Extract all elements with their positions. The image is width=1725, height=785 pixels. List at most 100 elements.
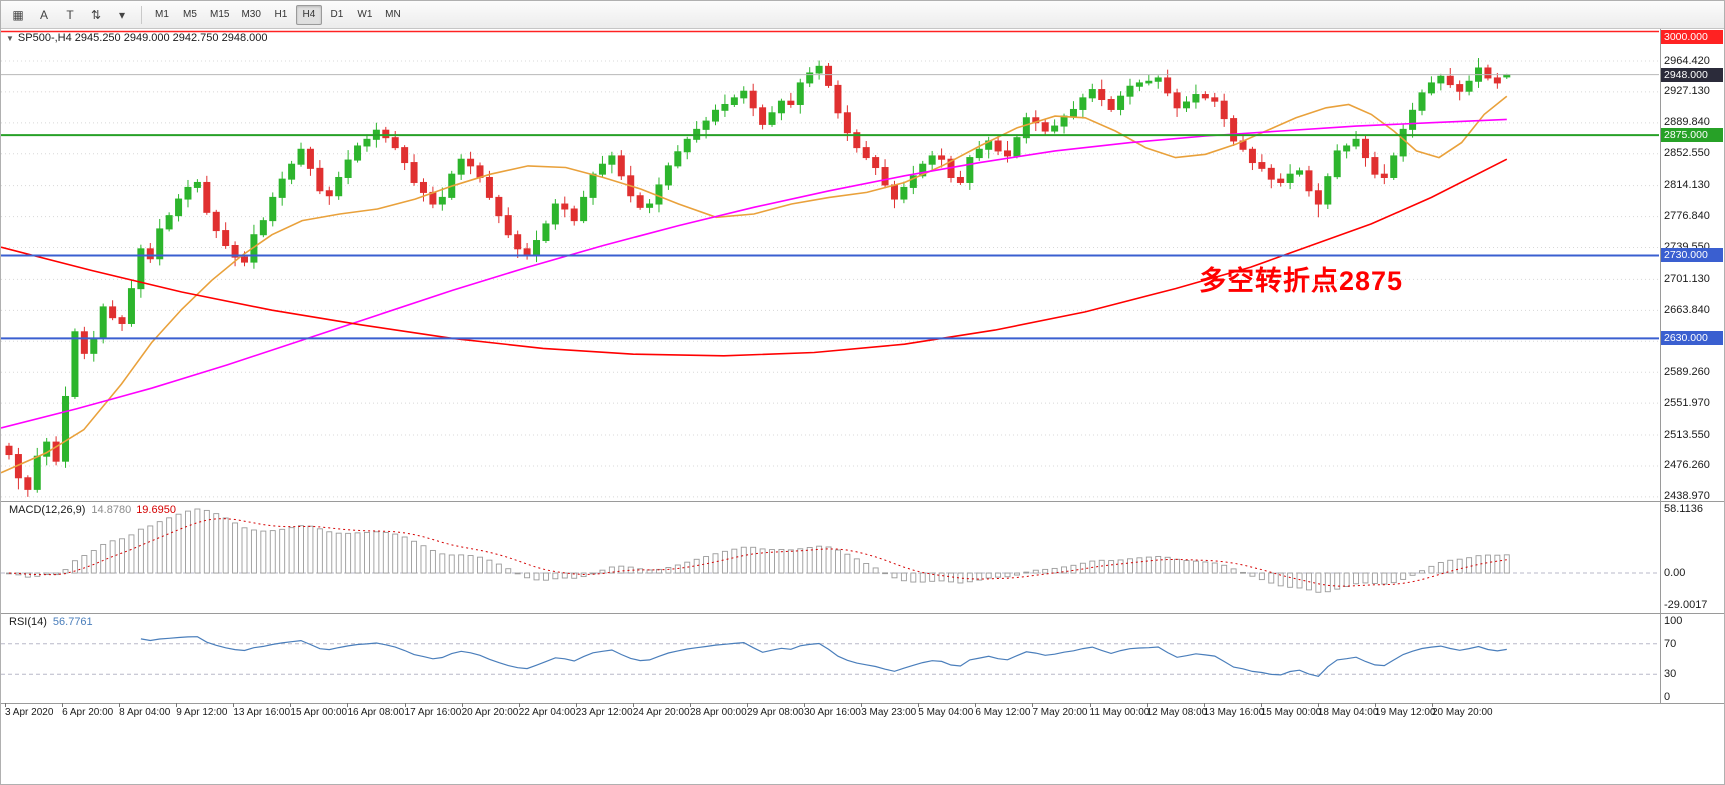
ma-slow-line xyxy=(1,158,1508,357)
time-tick xyxy=(918,703,920,707)
time-tick xyxy=(1089,703,1091,707)
toolbar-separator xyxy=(141,5,142,24)
price-axis-label: 2513.550 xyxy=(1664,428,1710,441)
time-tick xyxy=(632,703,634,707)
timeframe-m1[interactable]: M1 xyxy=(149,5,175,25)
time-axis-label: 22 Apr 04:00 xyxy=(518,707,576,718)
price-badge-level-2730: 2730.000 xyxy=(1661,248,1723,263)
price-badge-level-2630: 2630.000 xyxy=(1661,331,1723,346)
time-tick xyxy=(404,703,406,707)
time-axis-label: 11 May 00:00 xyxy=(1089,707,1150,718)
time-tick xyxy=(461,703,463,707)
chart-window-button[interactable]: ▦ xyxy=(6,4,30,26)
rsi-axis-label: 0 xyxy=(1664,691,1671,703)
price-axis-label: 2852.550 xyxy=(1664,147,1710,160)
time-axis-label: 19 May 12:00 xyxy=(1374,707,1436,718)
timeframe-mn[interactable]: MN xyxy=(380,5,406,25)
time-axis-label: 15 Apr 00:00 xyxy=(290,707,348,718)
macd-histogram xyxy=(6,508,1510,593)
timeframe-m5[interactable]: M5 xyxy=(177,5,203,25)
timeframe-w1[interactable]: W1 xyxy=(352,5,378,25)
main-chart-canvas[interactable] xyxy=(1,29,1661,501)
price-axis-label: 2814.130 xyxy=(1664,179,1710,192)
time-axis-label: 7 May 20:00 xyxy=(1032,707,1088,718)
rsi-line xyxy=(140,636,1507,677)
time-tick xyxy=(119,703,121,707)
chart-title: ▼ SP500-,H4 2945.250 2949.000 2942.750 29… xyxy=(6,32,267,44)
time-tick xyxy=(1203,703,1205,707)
macd-panel-canvas[interactable] xyxy=(1,501,1661,613)
price-axis-line xyxy=(1660,29,1661,703)
time-axis-label: 16 Apr 08:00 xyxy=(347,707,405,718)
time-axis-label: 24 Apr 20:00 xyxy=(632,707,690,718)
price-axis-label: 2964.420 xyxy=(1664,54,1710,67)
rsi-axis-label: 100 xyxy=(1664,615,1683,627)
time-axis-label: 8 Apr 04:00 xyxy=(119,707,171,718)
price-axis-label: 2927.130 xyxy=(1664,85,1710,98)
macd-axis-label: -29.0017 xyxy=(1664,599,1708,611)
rsi-value: 56.7761 xyxy=(52,616,93,628)
time-axis-label: 15 May 00:00 xyxy=(1260,707,1322,718)
ma-mid-line xyxy=(1,118,1507,429)
toolbar: ▦ A T ⇅ ▾ M1 M5 M15 M30 H1 H4 D1 W1 MN xyxy=(1,1,1724,29)
annotation-a-button[interactable]: A xyxy=(32,4,56,26)
time-tick xyxy=(1260,703,1262,707)
rsi-axis-label: 30 xyxy=(1664,668,1677,681)
annotation-t-button[interactable]: T xyxy=(58,4,82,26)
time-axis-label: 3 May 23:00 xyxy=(861,707,917,718)
time-tick xyxy=(1432,703,1433,707)
time-axis-label: 20 Apr 20:00 xyxy=(461,707,519,718)
time-axis-label: 29 Apr 08:00 xyxy=(747,707,804,718)
time-axis-label: 23 Apr 12:00 xyxy=(575,707,633,718)
tools-dropdown-button[interactable]: ▾ xyxy=(110,4,134,26)
time-axis-label: 13 May 16:00 xyxy=(1203,707,1265,718)
annotation-a-icon: A xyxy=(39,7,48,22)
tools-dropdown-icon: ▾ xyxy=(118,7,126,22)
time-tick xyxy=(1032,703,1034,707)
time-axis-label: 18 May 04:00 xyxy=(1317,707,1379,718)
price-axis-label: 2701.130 xyxy=(1664,272,1710,285)
timeframe-h1[interactable]: H1 xyxy=(268,5,294,25)
collapse-arrow-icon[interactable]: ▼ xyxy=(6,34,14,43)
chart-ohlc-title: SP500-,H4 2945.250 2949.000 2942.750 294… xyxy=(17,32,268,44)
time-tick xyxy=(176,703,178,707)
time-tick xyxy=(975,703,977,707)
rsi-panel-separator[interactable] xyxy=(1,613,1724,614)
price-badge-level-3000: 3000.000 xyxy=(1661,30,1723,44)
timeframe-d1[interactable]: D1 xyxy=(324,5,350,25)
time-axis-label: 6 Apr 20:00 xyxy=(62,707,114,718)
rsi-axis-label: 70 xyxy=(1664,637,1677,650)
time-axis-label: 6 May 12:00 xyxy=(975,707,1031,718)
time-axis-label: 28 Apr 00:00 xyxy=(689,707,747,718)
scale-arrows-icon: ⇅ xyxy=(90,7,102,22)
macd-panel-separator[interactable] xyxy=(1,501,1724,502)
macd-value-main: 14.8780 xyxy=(91,504,132,516)
time-axis-label: 5 May 04:00 xyxy=(918,707,974,718)
annotation-t-icon: T xyxy=(66,7,74,22)
price-axis-label: 2551.970 xyxy=(1664,396,1710,409)
scale-arrows-button[interactable]: ⇅ xyxy=(84,4,108,26)
toolbar-tools-group: ▦ A T ⇅ ▾ xyxy=(5,4,135,26)
timeframe-m30[interactable]: M30 xyxy=(236,5,265,25)
time-tick xyxy=(689,703,691,707)
price-axis-label: 2438.970 xyxy=(1664,490,1710,503)
timeframe-m15[interactable]: M15 xyxy=(205,5,234,25)
price-axis-label: 2589.260 xyxy=(1664,365,1710,378)
time-tick xyxy=(1317,703,1319,707)
time-tick xyxy=(518,703,520,707)
time-tick xyxy=(290,703,292,707)
rsi-panel-canvas[interactable] xyxy=(1,613,1661,703)
time-tick xyxy=(62,703,64,707)
time-tick xyxy=(1146,703,1148,707)
time-axis-label: 17 Apr 16:00 xyxy=(404,707,462,718)
annotation-text[interactable]: 多空转折点2875 xyxy=(1199,266,1404,296)
time-tick xyxy=(5,703,6,707)
price-badge-current-price: 2948.000 xyxy=(1661,67,1723,82)
time-tick xyxy=(804,703,806,707)
macd-indicator-label: MACD(12,26,9) 14.8780 19.6950 xyxy=(9,504,176,516)
macd-label: MACD(12,26,9) xyxy=(9,504,86,516)
price-axis-label: 2663.840 xyxy=(1664,303,1710,316)
timeline-separator xyxy=(1,703,1724,704)
timeframe-h4[interactable]: H4 xyxy=(295,4,322,25)
